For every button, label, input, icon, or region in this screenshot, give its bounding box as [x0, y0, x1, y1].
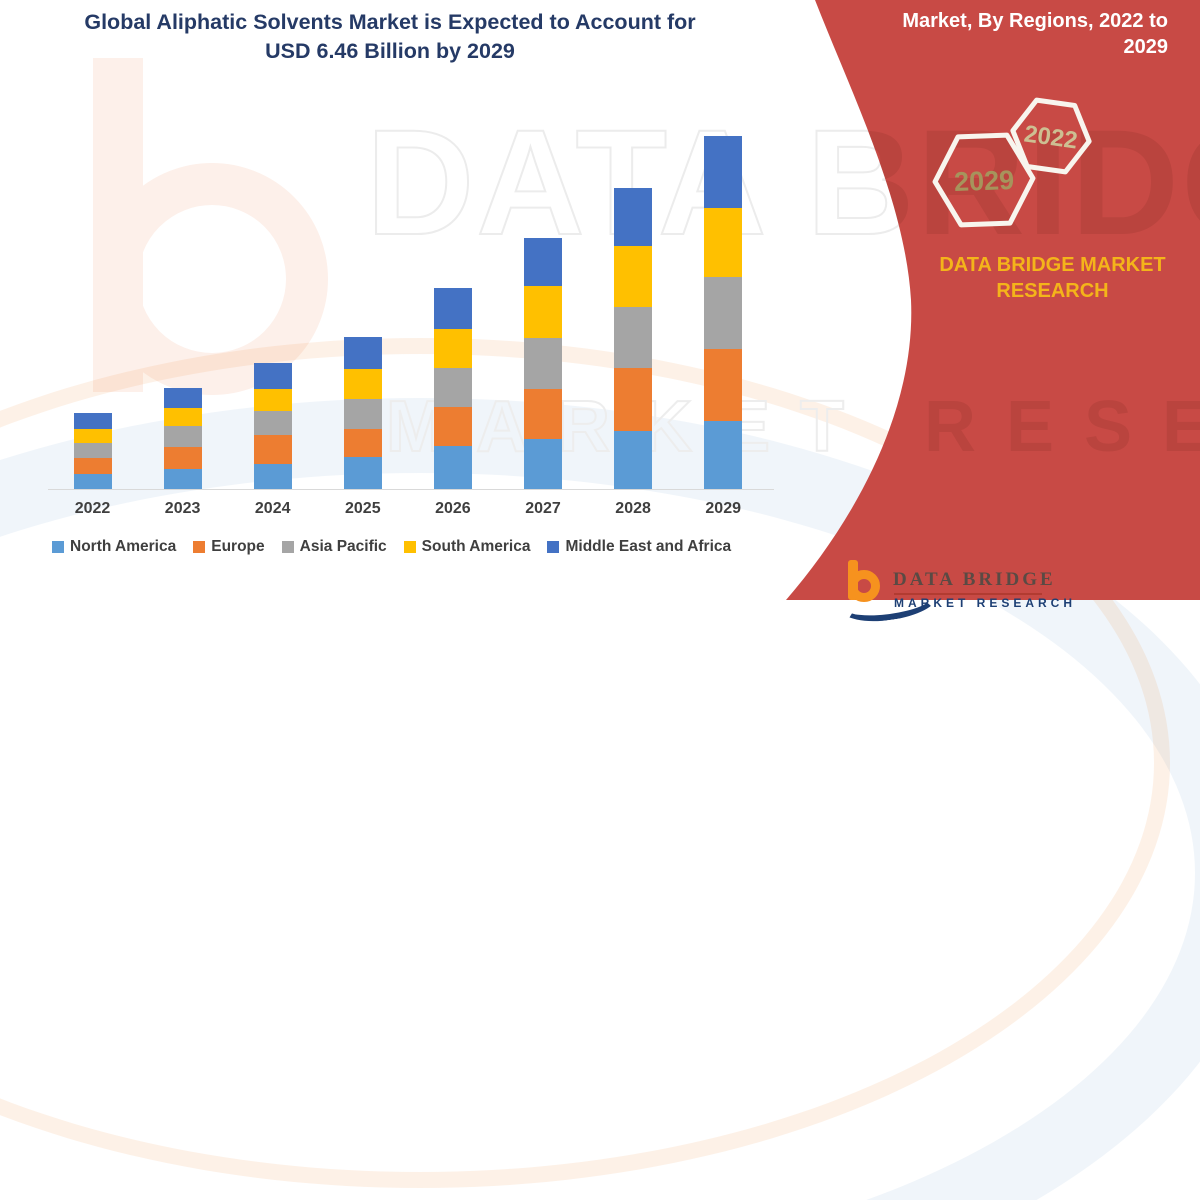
bar-segment-2027-south-america	[524, 285, 562, 338]
bar-2023	[163, 387, 202, 489]
bar-2028	[614, 188, 653, 489]
bar-2025	[343, 337, 382, 489]
bar-segment-2028-middle-east-and-africa	[614, 188, 653, 247]
x-axis-label-2026: 2026	[435, 500, 471, 517]
banner-background	[786, 0, 1200, 600]
hexagon-2029-label: 2029	[953, 165, 1014, 197]
bar-segment-2026-south-america	[433, 329, 472, 368]
bar-segment-2022-north-america	[73, 473, 112, 489]
banner-brand-text: DATA BRIDGE MARKET RESEARCH	[939, 254, 1166, 303]
bar-segment-2023-south-america	[163, 408, 202, 427]
chart-title: Global Aliphatic Solvents Market is Expe…	[60, 8, 720, 66]
legend-swatch-icon	[403, 541, 416, 553]
legend-label: Asia Pacific	[299, 538, 387, 555]
legend-swatch-icon	[52, 541, 64, 553]
bar-segment-2028-asia-pacific	[614, 307, 653, 368]
bar-segment-2023-europe	[163, 446, 202, 469]
x-axis-baseline	[48, 489, 774, 490]
bar-segment-2026-north-america	[433, 446, 472, 489]
bar-2027	[524, 237, 562, 489]
legend-item-asia-pacific: Asia Pacific	[281, 538, 387, 556]
bar-segment-2025-asia-pacific	[343, 398, 382, 429]
hexagons-graphic: 2029 2022	[932, 97, 1092, 228]
bar-2022	[73, 413, 112, 489]
bar-segment-2029-asia-pacific	[704, 276, 743, 350]
legend-item-north-america: North America	[52, 538, 176, 556]
x-axis-label-2027: 2027	[525, 500, 561, 517]
bar-segment-2023-asia-pacific	[163, 426, 202, 447]
banner-heading: Market, By Regions, 2022 to 2029	[902, 10, 1168, 58]
bar-2026	[433, 288, 472, 489]
chart-title-line-2: USD 6.46 Billion by 2029	[265, 39, 515, 64]
legend-label: North America	[70, 538, 177, 555]
legend-item-europe: Europe	[193, 538, 265, 556]
bar-segment-2029-middle-east-and-africa	[704, 136, 743, 208]
bar-segment-2024-asia-pacific	[253, 411, 292, 436]
bar-segment-2025-south-america	[343, 368, 382, 399]
legend-swatch-icon	[547, 541, 560, 553]
chart-legend: North America Europe Asia Pacific South Ame…	[52, 538, 731, 556]
bar-segment-2028-europe	[614, 367, 653, 431]
x-axis-label-2025: 2025	[345, 500, 381, 517]
logo-wordmark: DATA BRIDGE	[893, 569, 1056, 590]
bar-segment-2023-middle-east-and-africa	[163, 387, 202, 409]
legend-swatch-icon	[193, 541, 206, 553]
legend-item-middle-east-and-africa: Middle East and Africa	[547, 538, 731, 556]
bar-segment-2027-north-america	[524, 439, 562, 489]
bar-segment-2028-south-america	[614, 246, 653, 308]
x-axis-label-2023: 2023	[164, 500, 201, 517]
bar-segment-2027-middle-east-and-africa	[524, 237, 562, 286]
bar-segment-2024-europe	[253, 435, 292, 464]
chart-area: Global Aliphatic Solvents Market is Expe…	[48, 8, 774, 556]
bar-segment-2024-middle-east-and-africa	[253, 363, 292, 390]
x-axis-label-2022: 2022	[74, 500, 111, 517]
bar-segment-2022-europe	[73, 458, 112, 474]
bar-segment-2022-south-america	[73, 428, 112, 443]
bar-segment-2025-middle-east-and-africa	[343, 337, 382, 369]
bar-segment-2022-middle-east-and-africa	[73, 413, 112, 429]
bar-segment-2028-north-america	[614, 430, 653, 489]
bar-segment-2027-europe	[524, 388, 562, 440]
logo-b-bowl-icon	[848, 570, 880, 602]
bar-segment-2027-asia-pacific	[524, 337, 562, 389]
hexagon-2029: 2029	[932, 132, 1036, 228]
x-axis-label-2028: 2028	[615, 500, 651, 517]
legend-label: Middle East and Africa	[565, 538, 732, 555]
bar-segment-2026-middle-east-and-africa	[433, 288, 472, 329]
bar-segment-2022-asia-pacific	[73, 442, 112, 459]
legend-label: Europe	[211, 538, 265, 555]
bar-segment-2025-north-america	[343, 457, 382, 489]
dbmr-logo: DATA BRIDGE MARKET RESEARCH	[839, 556, 1103, 627]
x-axis-label-2029: 2029	[705, 500, 741, 517]
x-axis-label-2024: 2024	[254, 500, 291, 517]
logo-underline	[894, 593, 1042, 595]
legend-label: South America	[421, 538, 531, 555]
bar-2024	[253, 363, 292, 489]
bar-segment-2023-north-america	[163, 468, 202, 489]
chart-title-line-1: Global Aliphatic Solvents Market is Expe…	[84, 10, 696, 34]
hexagon-2022-label: 2022	[1022, 120, 1079, 154]
bar-2029	[704, 136, 743, 489]
bar-segment-2024-south-america	[253, 389, 292, 412]
logo-sub-wordmark: MARKET RESEARCH	[894, 596, 1077, 610]
bar-segment-2029-south-america	[704, 207, 743, 277]
legend-swatch-icon	[281, 541, 294, 553]
bar-segment-2026-asia-pacific	[433, 367, 472, 408]
bar-segment-2024-north-america	[253, 463, 292, 489]
legend-item-south-america: South America	[403, 538, 531, 556]
bar-segment-2029-north-america	[704, 420, 743, 489]
bar-segment-2029-europe	[704, 349, 743, 421]
bar-segment-2026-europe	[433, 407, 472, 447]
bar-segment-2025-europe	[343, 428, 382, 458]
